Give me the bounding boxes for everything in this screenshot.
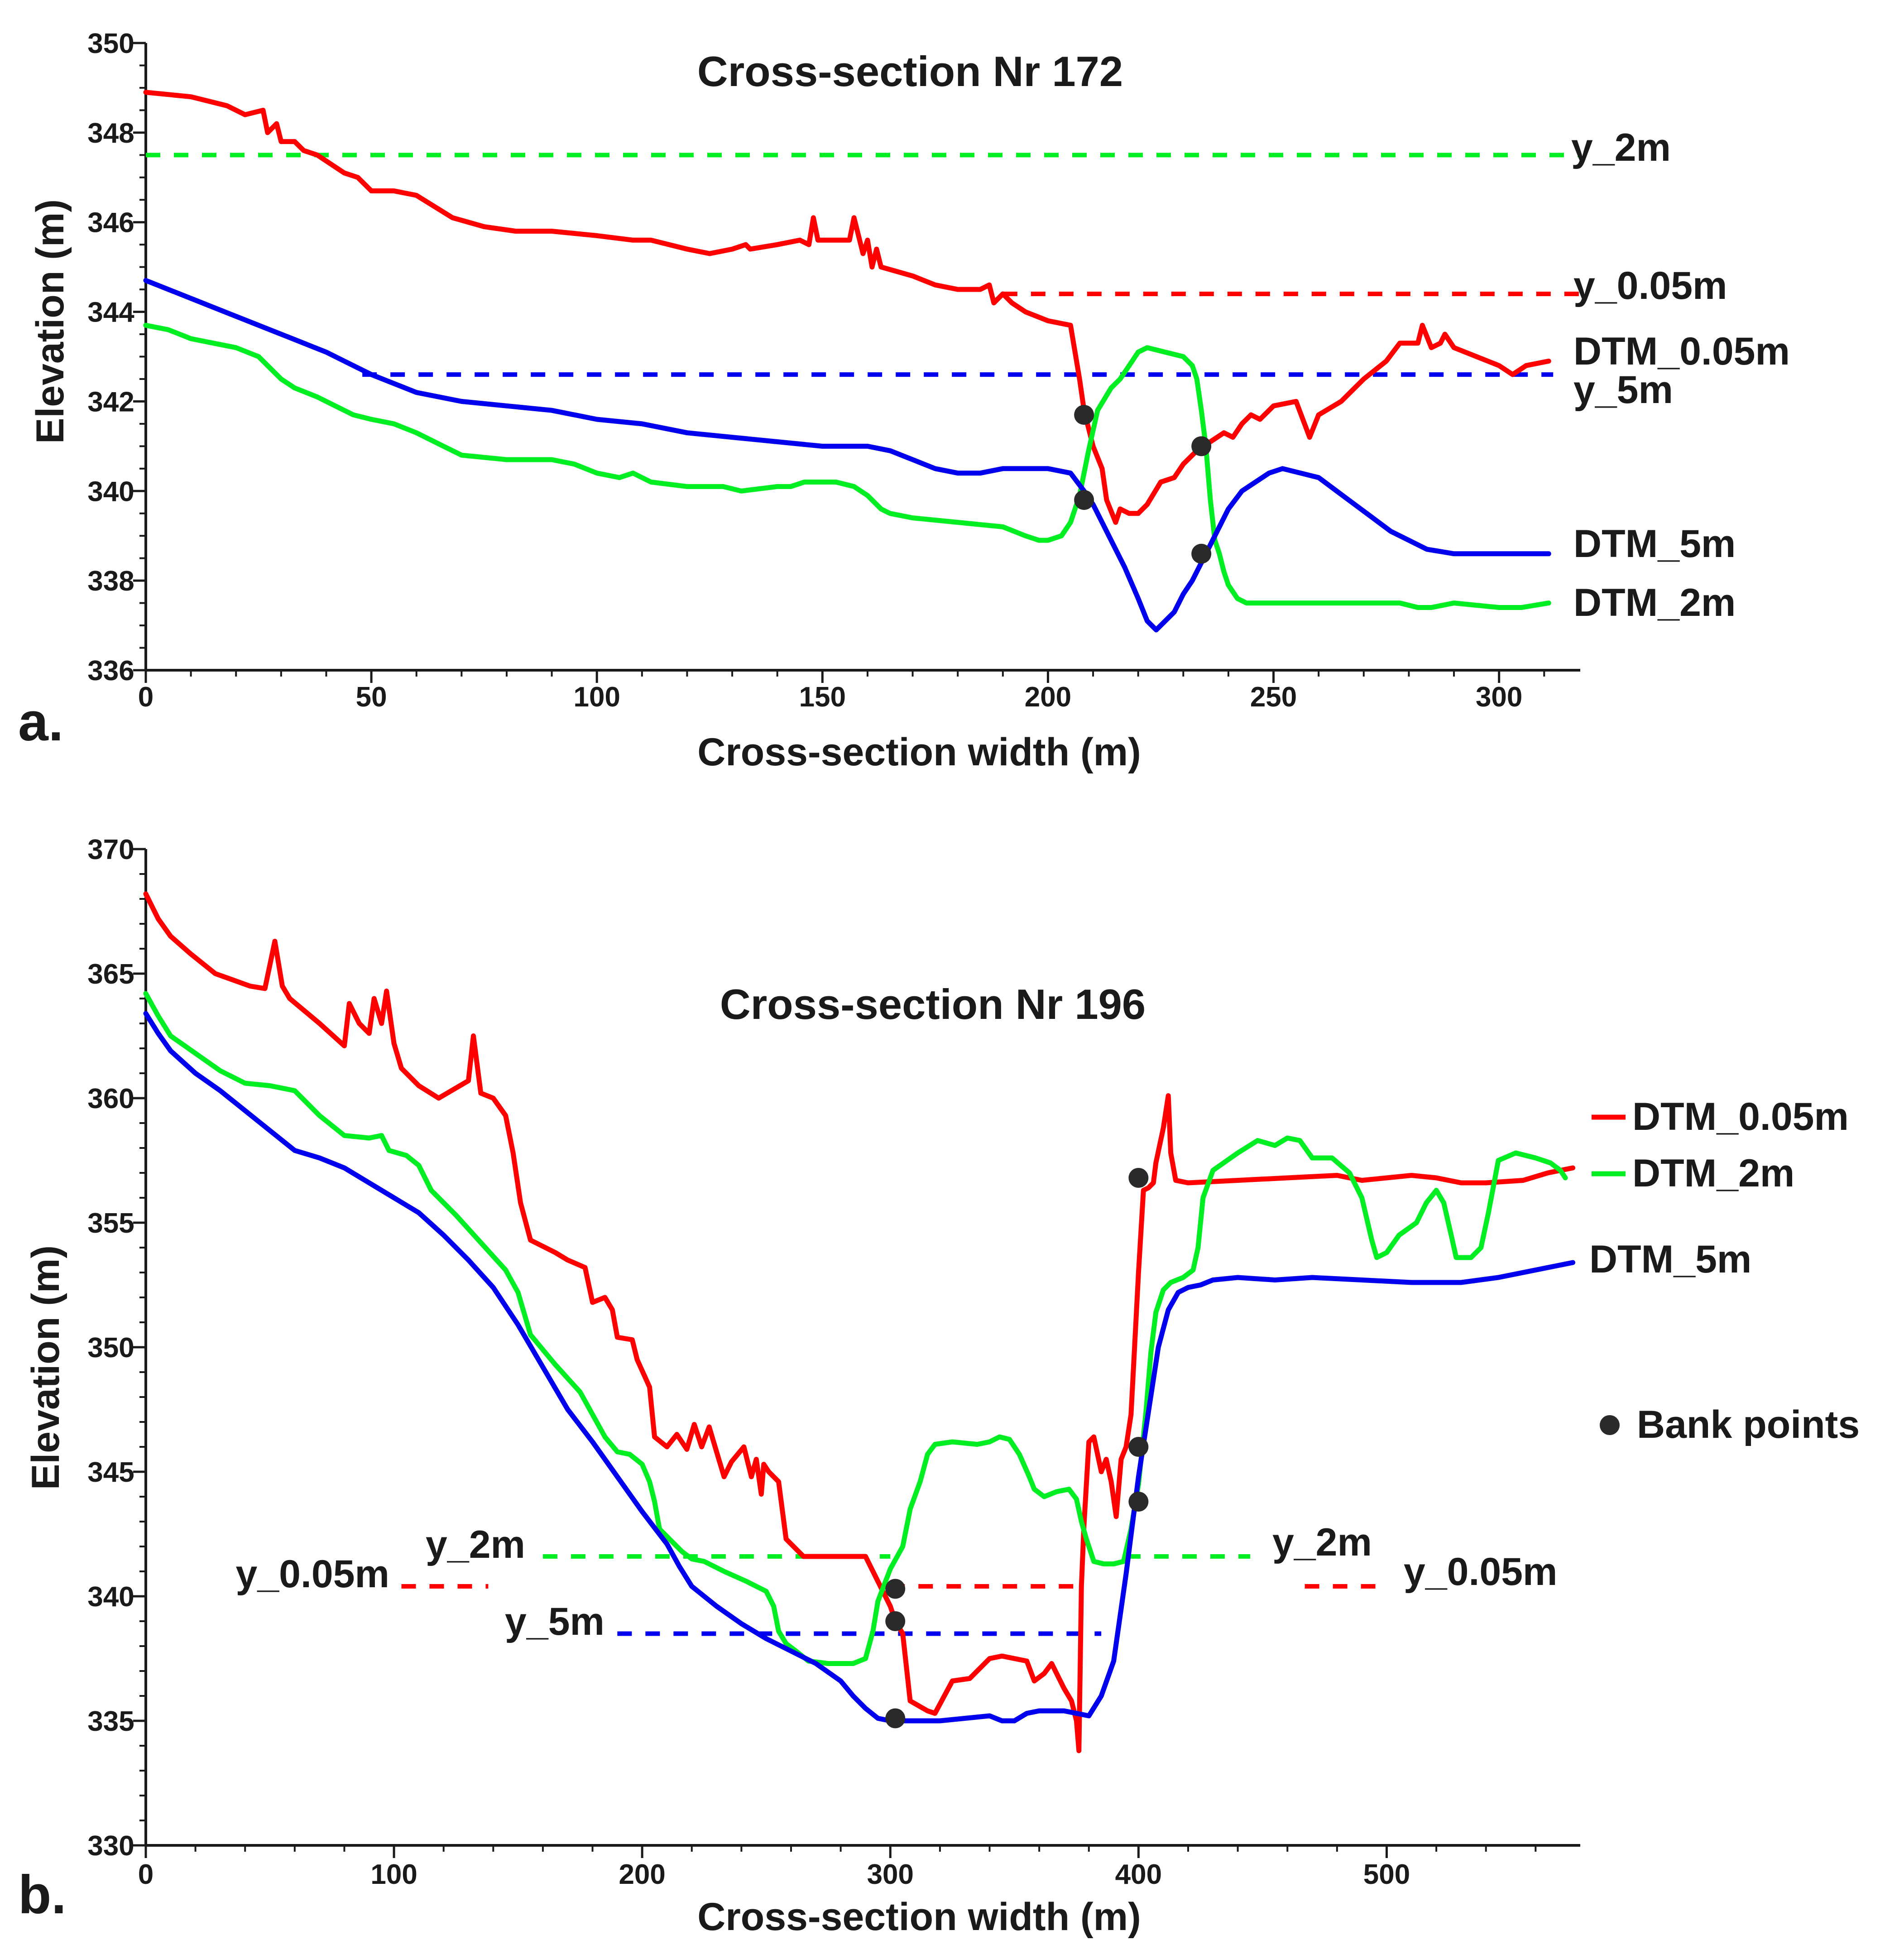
y-tick-label: 340 (87, 476, 134, 507)
y-tick-label: 348 (87, 118, 134, 149)
y-tick-label: 365 (87, 959, 134, 990)
series-label: DTM_5m (1589, 1238, 1751, 1281)
bank-point (885, 1579, 906, 1599)
y-tick-label: 350 (87, 1332, 134, 1364)
bank-point (1128, 1168, 1149, 1188)
series-line-DTM_005m (143, 90, 1551, 525)
x-tick-label: 0 (138, 682, 153, 713)
x-tick-label: 200 (619, 1859, 665, 1890)
x-tick-label: 100 (370, 1859, 417, 1890)
x-tick-label: 500 (1363, 1859, 1410, 1890)
series-line-DTM_5m (143, 1011, 1576, 1724)
water-level-label: y_5m (1573, 368, 1673, 412)
y-tick-label: 335 (87, 1706, 134, 1737)
y-axis-label-a: Elevation (m) (29, 199, 72, 444)
bank-point (1074, 490, 1094, 510)
chart-title-b: Cross-section Nr 196 (720, 980, 1146, 1028)
chart-title-a: Cross-section Nr 172 (697, 48, 1123, 95)
legend-entry: DTM_0.05m (1632, 1095, 1849, 1138)
x-tick-label: 150 (799, 682, 846, 713)
x-tick-label: 200 (1025, 682, 1071, 713)
bank-point (1074, 405, 1094, 425)
y-tick-label: 360 (87, 1083, 134, 1114)
y-tick-label: 345 (87, 1457, 134, 1488)
bank-point (1191, 436, 1212, 456)
y-tick-label: 350 (87, 28, 134, 59)
series-line-DTM_2m (143, 991, 1568, 1666)
bank-point (1191, 543, 1212, 564)
water-level-label: y_2m (1571, 126, 1671, 169)
y-tick-label: 342 (87, 386, 134, 418)
series-labels-b: y_2m y_2m y_0.05m y_0.05m y_5m DTM_5m (235, 1238, 1751, 1643)
x-tick-label: 50 (356, 682, 387, 713)
legend-entry: DTM_2m (1632, 1152, 1794, 1195)
water-levels-a (146, 153, 1580, 377)
bank-points-b (885, 1168, 1149, 1729)
x-tick-label: 250 (1250, 682, 1297, 713)
axes-a: 336 338 340 342 344 346 348 350 0 50 100 150 200 250 3… (87, 28, 1580, 713)
series-label: DTM_5m (1573, 522, 1736, 566)
series-label: DTM_0.05m (1573, 330, 1790, 373)
x-tick-label: 400 (1115, 1859, 1162, 1890)
bank-point (885, 1611, 906, 1631)
x-axis-label-a: Cross-section width (m) (697, 730, 1141, 774)
bank-point (1128, 1492, 1149, 1512)
series-line-DTM_2m (143, 322, 1551, 610)
series-line-DTM_5m (143, 278, 1551, 633)
y-tick-label: 330 (87, 1830, 134, 1862)
y-tick-label: 340 (87, 1581, 134, 1613)
x-axis-label-b: Cross-section width (m) (697, 1895, 1141, 1939)
chart-panel-b: b. Cross-section Nr 196 Cross-section wi… (18, 834, 1860, 1939)
series-line-DTM_005m (143, 891, 1576, 1753)
legend-bank-label: Bank points (1637, 1403, 1860, 1446)
y-tick-label: 338 (87, 566, 134, 597)
water-level-label: y_0.05m (235, 1552, 389, 1596)
water-level-label: y_2m (426, 1523, 525, 1566)
legend-b: DTM_0.05m DTM_2m Bank points (1592, 1095, 1860, 1446)
series-label: DTM_2m (1573, 581, 1736, 624)
water-level-label: y_5m (505, 1600, 604, 1643)
series-a (143, 90, 1551, 633)
bank-point (1128, 1437, 1149, 1457)
water-level-label: y_0.05m (1573, 264, 1727, 307)
bank-points-a (1074, 405, 1212, 564)
water-level-label: y_2m (1272, 1521, 1372, 1564)
water-level-label: y_0.05m (1404, 1550, 1558, 1594)
bank-point (885, 1708, 906, 1729)
x-tick-label: 300 (867, 1859, 914, 1890)
x-tick-label: 100 (573, 682, 620, 713)
y-tick-label: 336 (87, 655, 134, 687)
y-tick-label: 344 (87, 297, 134, 328)
x-tick-label: 300 (1476, 682, 1522, 713)
y-tick-label: 355 (87, 1208, 134, 1239)
panel-label-b: b. (18, 1864, 67, 1925)
series-b (143, 891, 1576, 1753)
y-tick-label: 370 (87, 834, 134, 865)
y-tick-label: 346 (87, 207, 134, 239)
panel-label-a: a. (18, 691, 63, 752)
y-axis-label-b: Elevation (m) (24, 1245, 67, 1490)
x-tick-label: 0 (138, 1859, 153, 1890)
chart-panel-a: a. Cross-section Nr 172 Cross-section wi… (18, 28, 1790, 774)
legend-bank-marker (1600, 1415, 1620, 1435)
